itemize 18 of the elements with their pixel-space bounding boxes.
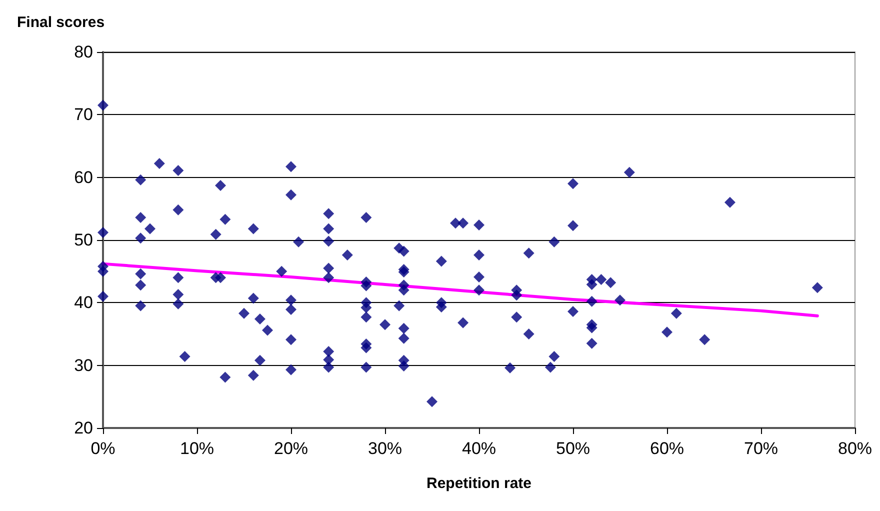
x-tick-label: 30% <box>368 439 402 458</box>
x-tick-label: 0% <box>90 439 116 458</box>
x-tick-label: 60% <box>650 439 684 458</box>
y-tick-label: 30 <box>74 356 93 375</box>
x-tick-label: 80% <box>838 439 872 458</box>
x-tick-label: 40% <box>462 439 496 458</box>
chart-title: Final scores <box>17 14 105 31</box>
y-tick-label: 50 <box>74 230 93 250</box>
x-tick-label: 10% <box>180 439 214 458</box>
y-tick-label: 20 <box>74 418 93 438</box>
x-tick-label: 70% <box>744 439 778 458</box>
x-tick-label: 20% <box>274 439 308 458</box>
y-tick-label: 40 <box>74 293 93 312</box>
x-axis-title: Repetition rate <box>426 475 532 492</box>
y-tick-label: 70 <box>74 105 93 124</box>
x-tick-label: 50% <box>556 439 590 458</box>
y-tick-label: 60 <box>74 168 93 187</box>
y-tick-label: 80 <box>74 42 93 62</box>
